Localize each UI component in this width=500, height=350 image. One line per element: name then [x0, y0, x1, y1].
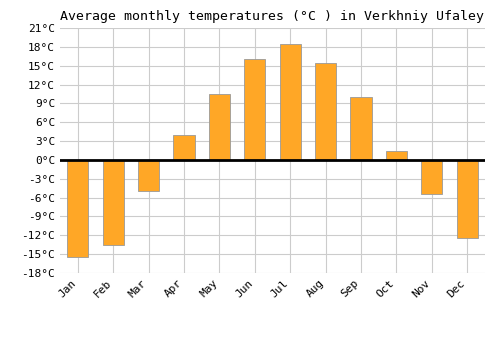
Bar — [280, 44, 301, 160]
Bar — [209, 94, 230, 160]
Bar — [138, 160, 159, 191]
Bar — [456, 160, 478, 238]
Bar — [102, 160, 124, 245]
Title: Average monthly temperatures (°C ) in Verkhniy Ufaley: Average monthly temperatures (°C ) in Ve… — [60, 10, 484, 23]
Bar — [244, 60, 266, 160]
Bar — [174, 135, 195, 160]
Bar — [67, 160, 88, 257]
Bar — [315, 63, 336, 160]
Bar — [350, 97, 372, 160]
Bar — [386, 150, 407, 160]
Bar — [421, 160, 442, 195]
